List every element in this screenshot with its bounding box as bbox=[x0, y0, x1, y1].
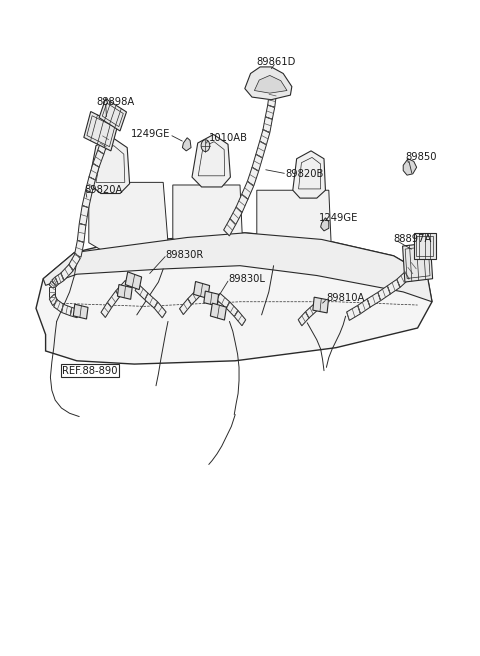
Polygon shape bbox=[93, 150, 104, 167]
Polygon shape bbox=[378, 286, 390, 300]
Circle shape bbox=[201, 140, 210, 152]
Polygon shape bbox=[265, 105, 275, 119]
Text: 89861D: 89861D bbox=[256, 57, 296, 68]
Polygon shape bbox=[43, 233, 432, 302]
Polygon shape bbox=[306, 304, 317, 318]
Polygon shape bbox=[224, 218, 236, 236]
Polygon shape bbox=[73, 304, 88, 319]
Polygon shape bbox=[236, 194, 248, 213]
Polygon shape bbox=[89, 138, 130, 194]
Polygon shape bbox=[396, 272, 409, 287]
Polygon shape bbox=[125, 272, 142, 290]
Polygon shape bbox=[226, 302, 238, 317]
Text: 1249GE: 1249GE bbox=[319, 213, 359, 223]
Polygon shape bbox=[217, 293, 229, 308]
Text: 88898A: 88898A bbox=[96, 96, 134, 107]
Polygon shape bbox=[298, 312, 309, 326]
Polygon shape bbox=[54, 299, 64, 312]
Polygon shape bbox=[234, 310, 246, 326]
Polygon shape bbox=[242, 181, 253, 199]
Polygon shape bbox=[82, 190, 92, 208]
Polygon shape bbox=[74, 240, 84, 257]
Polygon shape bbox=[257, 190, 331, 254]
Polygon shape bbox=[98, 136, 108, 154]
Polygon shape bbox=[36, 233, 432, 364]
Polygon shape bbox=[192, 134, 230, 187]
Text: 89820B: 89820B bbox=[286, 169, 324, 179]
Polygon shape bbox=[89, 182, 168, 253]
Polygon shape bbox=[260, 129, 270, 145]
Text: 89850: 89850 bbox=[406, 152, 437, 163]
Polygon shape bbox=[210, 303, 227, 320]
Polygon shape bbox=[263, 117, 272, 133]
Polygon shape bbox=[77, 224, 86, 242]
Polygon shape bbox=[99, 98, 127, 131]
Polygon shape bbox=[252, 154, 263, 171]
Polygon shape bbox=[387, 279, 400, 294]
Polygon shape bbox=[414, 233, 435, 259]
Polygon shape bbox=[405, 262, 416, 279]
Polygon shape bbox=[247, 167, 259, 186]
Polygon shape bbox=[347, 306, 360, 320]
Polygon shape bbox=[84, 112, 118, 151]
Polygon shape bbox=[79, 205, 89, 226]
Polygon shape bbox=[49, 294, 58, 306]
Polygon shape bbox=[180, 299, 192, 314]
Polygon shape bbox=[403, 243, 432, 282]
Polygon shape bbox=[154, 302, 166, 318]
Polygon shape bbox=[60, 264, 73, 280]
Polygon shape bbox=[69, 253, 80, 270]
Text: 89810A: 89810A bbox=[326, 293, 365, 304]
Polygon shape bbox=[52, 277, 59, 287]
Polygon shape bbox=[145, 293, 157, 308]
Polygon shape bbox=[321, 218, 329, 231]
Polygon shape bbox=[118, 285, 132, 299]
Polygon shape bbox=[173, 185, 242, 246]
Polygon shape bbox=[245, 67, 292, 100]
Text: 1010AB: 1010AB bbox=[209, 133, 248, 143]
Polygon shape bbox=[256, 141, 266, 158]
Polygon shape bbox=[49, 287, 55, 297]
Polygon shape bbox=[89, 163, 99, 180]
Polygon shape bbox=[188, 289, 201, 305]
Polygon shape bbox=[85, 177, 96, 193]
Polygon shape bbox=[116, 280, 129, 297]
Polygon shape bbox=[101, 302, 112, 318]
Polygon shape bbox=[108, 291, 120, 308]
Polygon shape bbox=[293, 151, 325, 198]
Text: 89830L: 89830L bbox=[228, 274, 265, 284]
Polygon shape bbox=[55, 273, 64, 285]
Polygon shape bbox=[313, 297, 328, 313]
Text: 89830R: 89830R bbox=[166, 249, 204, 260]
Polygon shape bbox=[49, 281, 56, 290]
Polygon shape bbox=[135, 284, 148, 300]
Polygon shape bbox=[182, 138, 191, 151]
Polygon shape bbox=[193, 281, 210, 298]
Polygon shape bbox=[254, 75, 287, 93]
Text: 89820A: 89820A bbox=[84, 185, 122, 195]
Polygon shape bbox=[204, 291, 218, 306]
Polygon shape bbox=[358, 299, 370, 314]
Polygon shape bbox=[268, 94, 276, 107]
Text: REF.88-890: REF.88-890 bbox=[62, 365, 118, 376]
Polygon shape bbox=[403, 159, 417, 175]
Polygon shape bbox=[71, 308, 78, 318]
Polygon shape bbox=[230, 207, 242, 224]
Text: 1249GE: 1249GE bbox=[131, 129, 170, 140]
Text: 88897A: 88897A bbox=[394, 234, 432, 245]
Polygon shape bbox=[367, 293, 381, 307]
Polygon shape bbox=[61, 304, 72, 316]
